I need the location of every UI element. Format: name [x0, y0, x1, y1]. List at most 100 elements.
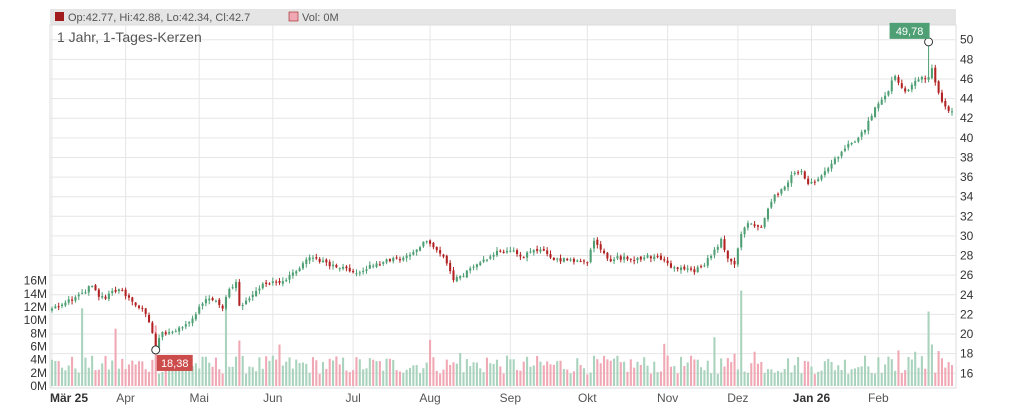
candle-body [562, 258, 565, 262]
candle [773, 193, 776, 204]
candle [345, 265, 348, 272]
candle [629, 258, 632, 263]
candle-body [258, 288, 261, 291]
candle [221, 304, 224, 312]
candle [429, 239, 432, 247]
candle-body [539, 249, 542, 252]
volume-bar [512, 359, 515, 386]
candle-body [857, 137, 860, 142]
volume-bar [874, 373, 877, 386]
candle-body [887, 91, 890, 96]
candle [562, 257, 565, 263]
candle [449, 260, 452, 274]
candle [392, 256, 395, 264]
volume-bar [746, 372, 749, 386]
candle-body [174, 331, 177, 333]
volume-bar [104, 355, 107, 386]
volume-bar [529, 366, 532, 386]
candle [265, 279, 268, 287]
volume-bar [194, 363, 197, 386]
price-tick-label: 34 [960, 190, 974, 204]
candle-body [158, 338, 161, 348]
candle [502, 249, 505, 254]
volume-bar [716, 373, 719, 386]
candle [850, 142, 853, 146]
candle-body [730, 258, 733, 262]
volume-bar [291, 368, 294, 386]
volume-bar [408, 367, 412, 386]
candle-body [890, 80, 893, 92]
volume-bar [783, 369, 786, 386]
candle-body [706, 258, 709, 266]
candle [462, 273, 465, 278]
candle-body [154, 333, 157, 348]
candle-body [910, 84, 913, 90]
volume-bar [311, 357, 315, 386]
volume-bar [475, 362, 478, 386]
candle-body [723, 239, 726, 251]
volume-bar [392, 359, 395, 386]
candle [382, 261, 385, 267]
candle [512, 247, 515, 253]
candle [847, 140, 850, 151]
candle-body [151, 322, 154, 334]
candle [556, 257, 559, 263]
candle-body [415, 249, 418, 253]
candle [522, 256, 525, 259]
candle [67, 296, 70, 305]
candle-body [271, 281, 274, 284]
candle-body [345, 266, 348, 269]
candle-body [676, 267, 679, 269]
volume-bar [853, 368, 857, 386]
candle-body [338, 268, 341, 270]
volume-bar [867, 366, 870, 386]
volume-bar [837, 365, 840, 386]
candle-body [940, 92, 943, 102]
volume-bar [606, 359, 609, 386]
volume-bar [395, 370, 398, 386]
candle-body [636, 257, 639, 261]
candle [934, 64, 937, 86]
candle-body [141, 307, 144, 309]
candle [863, 129, 867, 135]
time-tick-label: Feb [868, 391, 889, 405]
candle [780, 188, 783, 196]
volume-bar [817, 371, 820, 386]
price-tick-label: 36 [960, 170, 974, 184]
volume-bar [158, 373, 161, 386]
volume-bar [54, 360, 57, 386]
candle-body [392, 257, 395, 262]
candle-body [298, 268, 301, 271]
volume-bar [532, 365, 535, 386]
candle [589, 247, 592, 264]
candle-body [827, 168, 830, 172]
candle-body [783, 186, 786, 190]
candle [519, 251, 522, 260]
volume-bar [134, 364, 137, 386]
candle-body [639, 256, 642, 260]
volume-bar [121, 358, 124, 386]
candle [659, 252, 662, 261]
high-low-annotations: 49,78 18,38 [151, 22, 934, 371]
volume-bar [666, 355, 669, 386]
time-tick-label: Jan 26 [793, 391, 831, 405]
candle [214, 299, 217, 303]
volume-bar [940, 358, 943, 386]
volume-bar [706, 360, 709, 386]
candle-body [395, 257, 398, 259]
candle-body [439, 250, 442, 254]
candle-body [603, 250, 606, 254]
candle [84, 289, 87, 295]
candle [81, 289, 84, 295]
candle [877, 101, 880, 112]
candle-body [492, 254, 495, 257]
candle-body [609, 259, 612, 262]
volume-bar [241, 355, 244, 386]
volume-bar [730, 362, 733, 386]
candle [198, 304, 201, 315]
candle [750, 222, 753, 225]
candle-body [137, 305, 141, 308]
candle [117, 288, 120, 294]
candle-body [613, 259, 616, 262]
